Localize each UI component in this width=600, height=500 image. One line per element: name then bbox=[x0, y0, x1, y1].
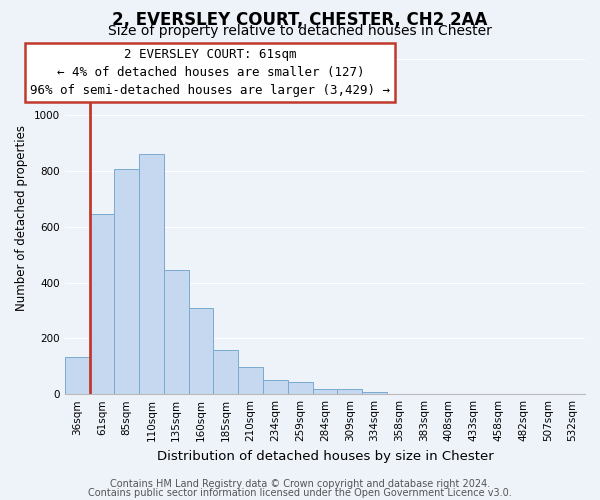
Text: Size of property relative to detached houses in Chester: Size of property relative to detached ho… bbox=[108, 24, 492, 38]
Bar bbox=[214, 350, 238, 394]
Bar bbox=[238, 367, 263, 394]
Text: Contains HM Land Registry data © Crown copyright and database right 2024.: Contains HM Land Registry data © Crown c… bbox=[110, 479, 490, 489]
Bar bbox=[139, 154, 164, 394]
X-axis label: Distribution of detached houses by size in Chester: Distribution of detached houses by size … bbox=[157, 450, 493, 462]
Bar bbox=[288, 382, 313, 394]
Bar bbox=[65, 356, 89, 394]
Bar bbox=[337, 388, 362, 394]
Bar bbox=[164, 270, 188, 394]
Text: 2, EVERSLEY COURT, CHESTER, CH2 2AA: 2, EVERSLEY COURT, CHESTER, CH2 2AA bbox=[112, 11, 488, 29]
Text: 2 EVERSLEY COURT: 61sqm
← 4% of detached houses are smaller (127)
96% of semi-de: 2 EVERSLEY COURT: 61sqm ← 4% of detached… bbox=[31, 48, 391, 97]
Bar bbox=[362, 392, 387, 394]
Text: Contains public sector information licensed under the Open Government Licence v3: Contains public sector information licen… bbox=[88, 488, 512, 498]
Y-axis label: Number of detached properties: Number of detached properties bbox=[15, 126, 28, 312]
Bar bbox=[115, 170, 139, 394]
Bar bbox=[188, 308, 214, 394]
Bar bbox=[263, 380, 288, 394]
Bar bbox=[313, 389, 337, 394]
Bar bbox=[89, 214, 115, 394]
